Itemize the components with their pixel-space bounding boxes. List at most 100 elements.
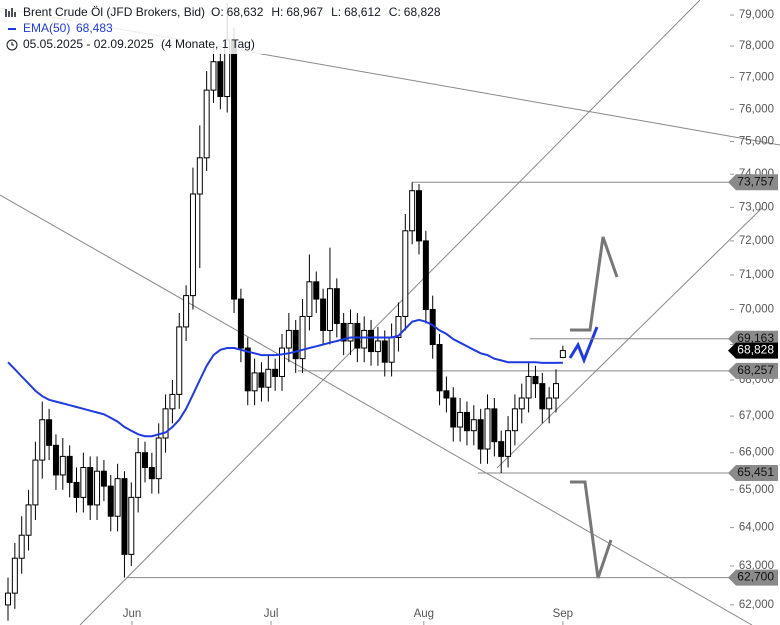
candle-body [107, 485, 114, 517]
price-tag [728, 362, 778, 379]
candle-body [491, 408, 498, 443]
y-tick-label: 73,000 [739, 201, 774, 213]
y-tick-label: 62,000 [739, 599, 774, 611]
ohlc-value: 68,632 [227, 5, 264, 19]
price-tag [728, 465, 778, 482]
ohlc-name: H: [271, 5, 283, 19]
candle-body [395, 315, 402, 338]
candle-body [135, 452, 142, 498]
candle-body [505, 430, 512, 457]
price-tag-label: 69,163 [737, 331, 774, 345]
candle-body [203, 89, 210, 159]
candle-body [416, 190, 423, 242]
candle-body [265, 368, 272, 388]
candle-body [169, 393, 176, 410]
candle-body [121, 478, 128, 555]
candle-body [258, 372, 265, 388]
icon [5, 8, 16, 17]
candle-body [100, 470, 107, 487]
price-tag-label: 68,257 [737, 363, 774, 377]
price-tag [728, 569, 778, 586]
candle-body [73, 481, 80, 498]
candle-body [525, 375, 532, 399]
candle-body [80, 467, 87, 498]
candle-body [553, 383, 560, 399]
candle-body [409, 190, 416, 232]
candle-body [11, 557, 18, 594]
ohlc-name: O: [211, 5, 224, 19]
candle-body [279, 347, 286, 377]
candle-body [306, 281, 313, 317]
x-tick-label: Jun [123, 608, 142, 620]
y-tick-label: 64,000 [739, 522, 774, 534]
candle-body [5, 592, 12, 606]
scenario-arrow [568, 326, 599, 365]
candle-body [539, 383, 546, 410]
x-tick-label: Sep [553, 608, 573, 620]
candle-body [217, 61, 224, 98]
candle-body [18, 534, 25, 559]
candle-body [272, 368, 279, 377]
candle-body [436, 344, 443, 392]
y-tick-label: 79,000 [739, 9, 774, 21]
candle-body [374, 340, 381, 353]
trend-line [496, 207, 763, 469]
candle-body [498, 441, 505, 457]
candle-body [546, 397, 553, 410]
candle-body [32, 459, 39, 506]
y-tick-label: 67,000 [739, 410, 774, 422]
y-tick-label: 75,000 [739, 136, 774, 148]
scenario-arrow [570, 480, 613, 579]
candle-body [251, 372, 258, 392]
candle-body [142, 452, 149, 469]
price-tag [728, 342, 778, 359]
y-tick-label: 77,000 [739, 72, 774, 84]
candle-body [59, 455, 66, 476]
price-tag-label: 73,757 [737, 174, 774, 188]
candle-body [333, 288, 340, 324]
candle-body [326, 288, 333, 331]
y-tick-label: 66,000 [739, 447, 774, 459]
candle-body [422, 240, 429, 310]
candle-body [176, 326, 183, 395]
candle-body [231, 39, 238, 300]
candle-body [183, 295, 190, 328]
ohlc-value: 68,612 [344, 5, 381, 19]
candle-body [313, 281, 320, 300]
legend-value: 68,483 [76, 21, 113, 35]
ohlc-value: 68,967 [286, 5, 323, 19]
candle-body [299, 315, 306, 360]
candle-body [148, 467, 155, 480]
x-tick-label: Jul [264, 608, 279, 620]
candle-body [477, 419, 484, 450]
candle-body [402, 230, 409, 317]
candle-body [347, 322, 354, 342]
candle-body [87, 467, 94, 506]
y-tick-label: 70,000 [739, 304, 774, 316]
candle-body [511, 408, 518, 432]
price-tag-label: 62,700 [737, 570, 774, 584]
y-tick-label: 71,000 [739, 269, 774, 281]
ohlc-name: C: [389, 5, 401, 19]
candle-body [94, 470, 101, 506]
scenario-arrow [570, 236, 619, 332]
price-tag-label: 68,828 [737, 343, 774, 357]
candle-body [470, 419, 477, 432]
date-range: 05.05.2025 - 02.09.2025 [23, 37, 154, 51]
icon [6, 39, 18, 51]
trend-line [0, 194, 753, 625]
candle-body [484, 408, 491, 450]
ohlc-value: 68,828 [404, 5, 441, 19]
candle-body [25, 504, 32, 536]
y-tick-label: 63,000 [739, 560, 774, 572]
y-tick-label: 78,000 [739, 40, 774, 52]
y-tick-label: 76,000 [739, 103, 774, 115]
plot: 62,00063,00064,00065,00066,00067,00068,0… [5, 2, 778, 625]
candle-body [518, 397, 525, 410]
ohlc-name: L: [331, 5, 341, 19]
candle-body [46, 419, 53, 446]
y-tick-label: 72,000 [739, 235, 774, 247]
header: Brent Crude Öl (JFD Brokers, Bid) EMA(50… [0, 0, 441, 54]
candle-body [450, 397, 457, 428]
